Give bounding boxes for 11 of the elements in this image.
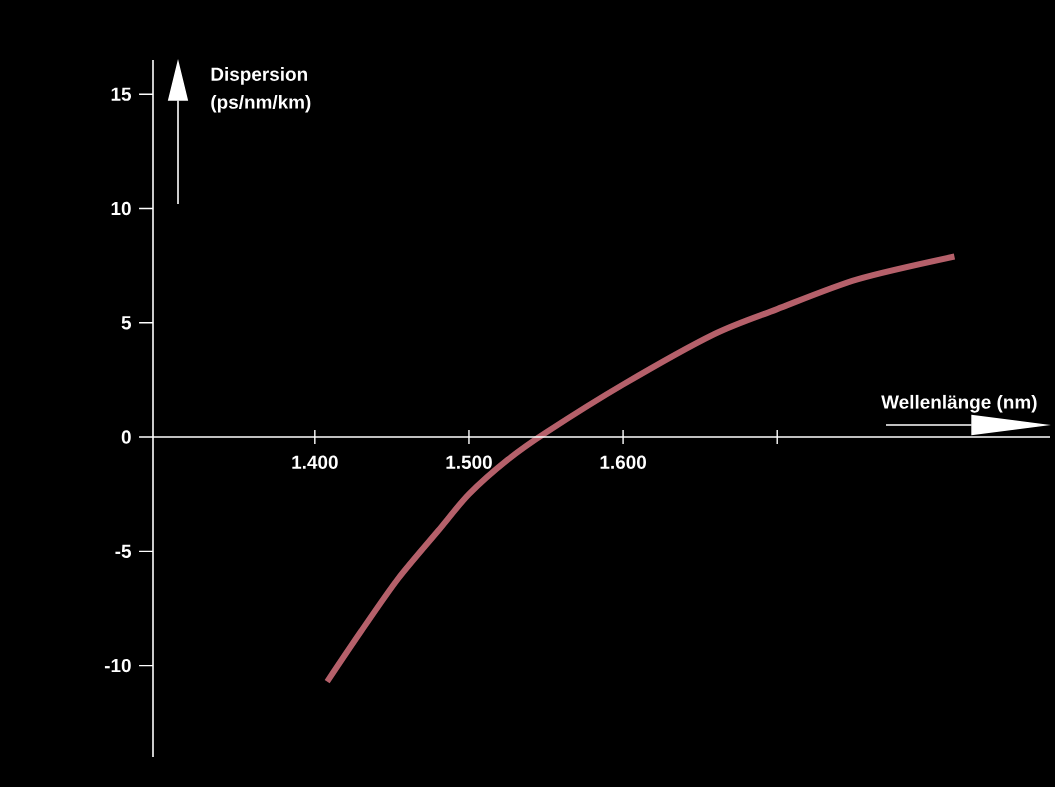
x-tick-label: 1.400 xyxy=(292,455,338,469)
x-axis-title: Wellenlänge (nm) xyxy=(881,394,1037,413)
y-tick-label: 15 xyxy=(111,87,132,101)
y-tick-label: -5 xyxy=(115,544,132,558)
y-tick-label: 5 xyxy=(121,316,132,330)
y-tick-label: 0 xyxy=(121,430,131,444)
x-tick-label: 1.600 xyxy=(600,455,646,469)
y-axis-title: Dispersion (ps/nm/km) xyxy=(211,66,311,113)
x-tick-label: 1.500 xyxy=(446,455,492,469)
y-tick-label: 10 xyxy=(111,201,131,216)
y-tick-label: -10 xyxy=(104,658,131,673)
